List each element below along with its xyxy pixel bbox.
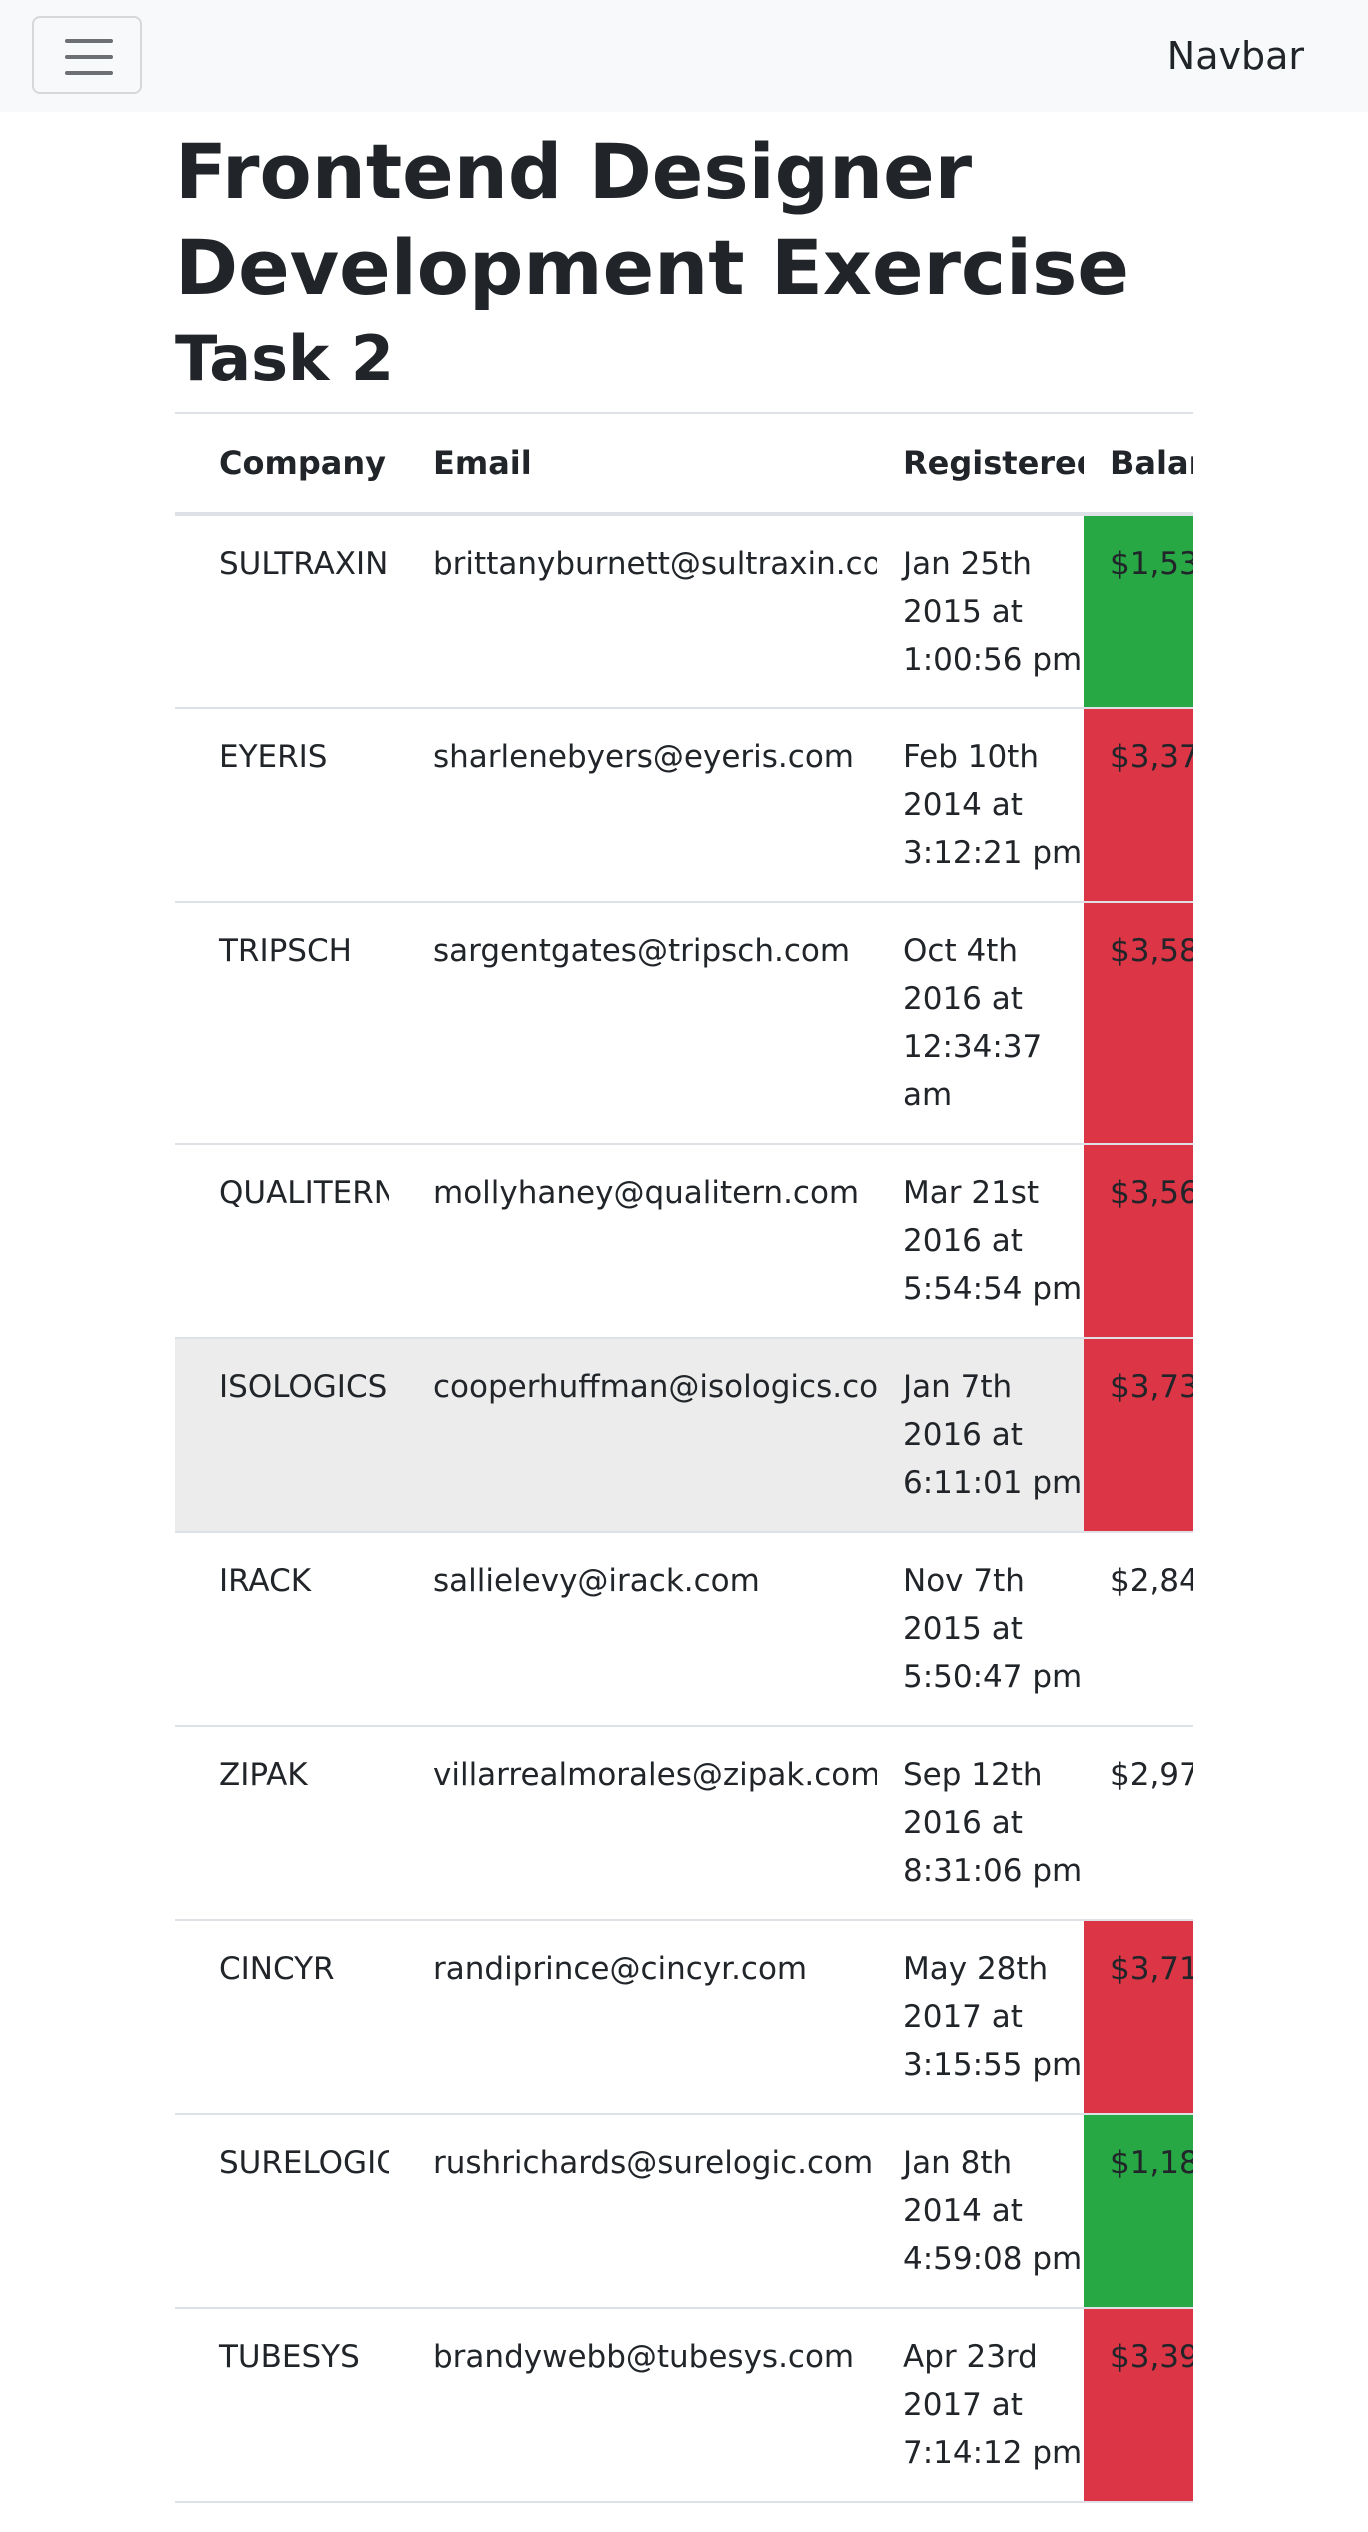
page-title-line2: Development Exercise — [175, 223, 1129, 312]
table-row[interactable]: ISOLOGICS cooperhuffman@isologics.com Jan … — [175, 1338, 1193, 1533]
cell-registered: Jan 7th 2016 at 6:11:01 pm — [877, 1338, 1084, 1533]
cell-email: rushrichards@surelogic.com — [389, 2114, 877, 2309]
navbar-brand-link[interactable]: Navbar — [1166, 34, 1304, 78]
cell-email: villarrealmorales@zipak.com — [389, 1726, 877, 1921]
table-row[interactable]: IRACK sallielevy@irack.com Nov 7th 2015 at… — [175, 1532, 1193, 1727]
cell-company: CINCYR — [175, 1920, 389, 2115]
cell-registered: Jan 8th 2014 at 4:59:08 pm — [877, 2114, 1084, 2309]
cell-balance: $3,39 — [1084, 2308, 1193, 2503]
column-header-registered[interactable]: Registered — [877, 414, 1084, 516]
cell-registered: Mar 21st 2016 at 5:54:54 pm — [877, 1144, 1084, 1339]
column-header-company[interactable]: Company — [175, 414, 389, 516]
cell-company: IRACK — [175, 1532, 389, 1727]
table-row[interactable]: SURELOGIC rushrichards@surelogic.com Jan 8… — [175, 2114, 1193, 2309]
table-row[interactable]: ZIPAK villarrealmorales@zipak.com Sep 12th… — [175, 1726, 1193, 1921]
cell-registered: May 28th 2017 at 3:15:55 pm — [877, 1920, 1084, 2115]
cell-email: brandywebb@tubesys.com — [389, 2308, 877, 2503]
cell-company: ZIPAK — [175, 1726, 389, 1921]
cell-balance: $1,18 — [1084, 2114, 1193, 2309]
cell-registered: Apr 23rd 2017 at 7:14:12 pm — [877, 2308, 1084, 2503]
cell-registered: Feb 10th 2014 at 3:12:21 pm — [877, 708, 1084, 903]
page-title: Frontend Designer Development Exercise — [175, 124, 1193, 316]
cell-company: TRIPSCH — [175, 902, 389, 1145]
cell-balance: $2,84 — [1084, 1532, 1193, 1727]
cell-company: SULTRAXIN — [175, 514, 389, 709]
page-title-line1: Frontend Designer — [175, 127, 973, 216]
cell-email: sallielevy@irack.com — [389, 1532, 877, 1727]
cell-company: SURELOGIC — [175, 2114, 389, 2309]
table-row[interactable]: SULTRAXIN brittanyburnett@sultraxin.com Ja… — [175, 514, 1193, 709]
cell-balance: $1,53 — [1084, 514, 1193, 709]
cell-registered: Jan 25th 2015 at 1:00:56 pm — [877, 514, 1084, 709]
cell-company: QUALITERN — [175, 1144, 389, 1339]
cell-email: sharlenebyers@eyeris.com — [389, 708, 877, 903]
cell-email: mollyhaney@qualitern.com — [389, 1144, 877, 1339]
cell-registered: Sep 12th 2016 at 8:31:06 pm — [877, 1726, 1084, 1921]
cell-email: brittanyburnett@sultraxin.com — [389, 514, 877, 709]
cell-balance: $3,73 — [1084, 1338, 1193, 1533]
cell-balance: $3,58 — [1084, 902, 1193, 1145]
table-header-row: Company Email Registered Balance — [175, 414, 1193, 516]
navbar-toggler-button[interactable] — [32, 16, 142, 94]
cell-company: EYERIS — [175, 708, 389, 903]
cell-email: cooperhuffman@isologics.com — [389, 1338, 877, 1533]
column-header-email[interactable]: Email — [389, 414, 877, 516]
table-row[interactable]: QUALITERN mollyhaney@qualitern.com Mar 21s… — [175, 1144, 1193, 1339]
cell-registered: Nov 7th 2015 at 5:50:47 pm — [877, 1532, 1084, 1727]
cell-balance: $2,97 — [1084, 1726, 1193, 1921]
table-row[interactable]: TRIPSCH sargentgates@tripsch.com Oct 4th 2… — [175, 902, 1193, 1145]
cell-registered: Oct 4th 2016 at 12:34:37 am — [877, 902, 1084, 1145]
cell-balance: $3,71 — [1084, 1920, 1193, 2115]
column-header-balance[interactable]: Balance — [1084, 414, 1193, 516]
table-row[interactable]: EYERIS sharlenebyers@eyeris.com Feb 10th 2… — [175, 708, 1193, 903]
table-scroll-container[interactable]: Company Email Registered Balance SULTRAX… — [175, 412, 1193, 2532]
cell-balance: $3,56 — [1084, 1144, 1193, 1339]
cell-email: sargentgates@tripsch.com — [389, 902, 877, 1145]
main-container: Frontend Designer Development Exercise T… — [175, 112, 1193, 2532]
navbar: Navbar — [0, 0, 1368, 112]
cell-company: ISOLOGICS — [175, 1338, 389, 1533]
cell-email: randiprince@cincyr.com — [389, 1920, 877, 2115]
cell-balance: $3,37 — [1084, 708, 1193, 903]
table-row[interactable]: CINCYR randiprince@cincyr.com May 28th 201… — [175, 1920, 1193, 2115]
table-row[interactable]: TUBESYS brandywebb@tubesys.com Apr 23rd 20… — [175, 2308, 1193, 2503]
page-subtitle: Task 2 — [175, 322, 394, 395]
cell-company: TUBESYS — [175, 2308, 389, 2503]
data-table: Company Email Registered Balance SULTRAX… — [175, 414, 1193, 2503]
